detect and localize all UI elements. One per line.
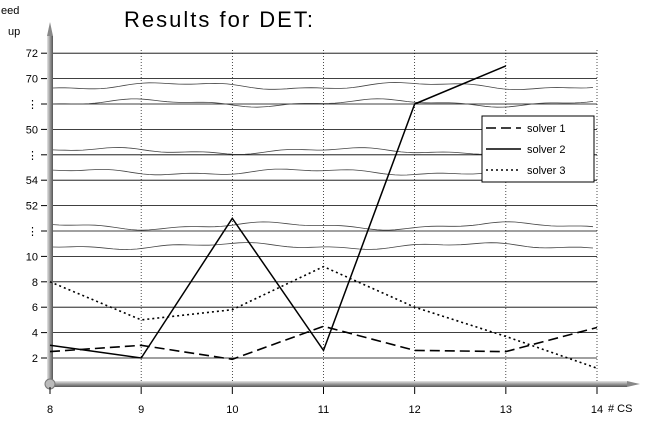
chart-title: Results for DET: [124, 7, 315, 32]
y-tick-label: ⋮ [27, 150, 38, 162]
x-tick-label: 14 [591, 404, 603, 416]
series-line-1 [49, 325, 598, 361]
legend-label-2: solver 2 [527, 144, 566, 156]
y-axis-arrow [47, 22, 53, 36]
y-tick-label: ⋮ [27, 226, 38, 238]
y-axis-label-line2: up [8, 26, 20, 38]
x-axis-arrow [627, 381, 640, 387]
y-axis [47, 36, 53, 386]
y-tick-label: 6 [32, 302, 38, 314]
y-tick-label: 50 [26, 124, 38, 136]
y-tick-label: 72 [26, 48, 38, 60]
x-axis-label: # CS [608, 403, 632, 415]
x-tick-label: 13 [500, 404, 512, 416]
decorative-wave [52, 98, 594, 108]
x-tick-label: 10 [226, 404, 238, 416]
legend-label-1: solver 1 [527, 123, 566, 135]
y-tick-label: 4 [32, 328, 38, 340]
y-tick-label: 70 [26, 74, 38, 86]
y-tick-label: 2 [32, 353, 38, 365]
x-tick-label: 12 [409, 404, 421, 416]
x-tick-labels: 8 9 10 11 12 13 14 [47, 387, 603, 416]
x-tick-label: 8 [47, 404, 53, 416]
x-tick-label: 11 [318, 404, 329, 416]
vertical-gridlines [140, 50, 598, 381]
y-tick-label: 52 [26, 201, 38, 213]
x-tick-label: 9 [138, 404, 144, 416]
legend-label-3: solver 3 [527, 165, 566, 177]
y-tick-label: 8 [32, 277, 38, 289]
series-line-2 [49, 65, 507, 359]
y-axis-label-line1: eed [1, 5, 19, 17]
decorative-wave [52, 221, 594, 231]
y-tick-label: ⋮ [27, 99, 38, 111]
decorative-wave [52, 242, 594, 250]
decorative-wave [52, 82, 594, 90]
x-axis [47, 381, 627, 387]
y-tick-labels: 2 4 6 8 10 ⋮ 52 54 ⋮ 50 ⋮ 70 72 [26, 48, 47, 365]
y-tick-label: 10 [26, 251, 38, 263]
legend: solver 1 solver 2 solver 3 [481, 115, 595, 183]
y-tick-label: 54 [26, 175, 38, 187]
data-series [49, 65, 598, 369]
series-line-3 [49, 265, 598, 369]
